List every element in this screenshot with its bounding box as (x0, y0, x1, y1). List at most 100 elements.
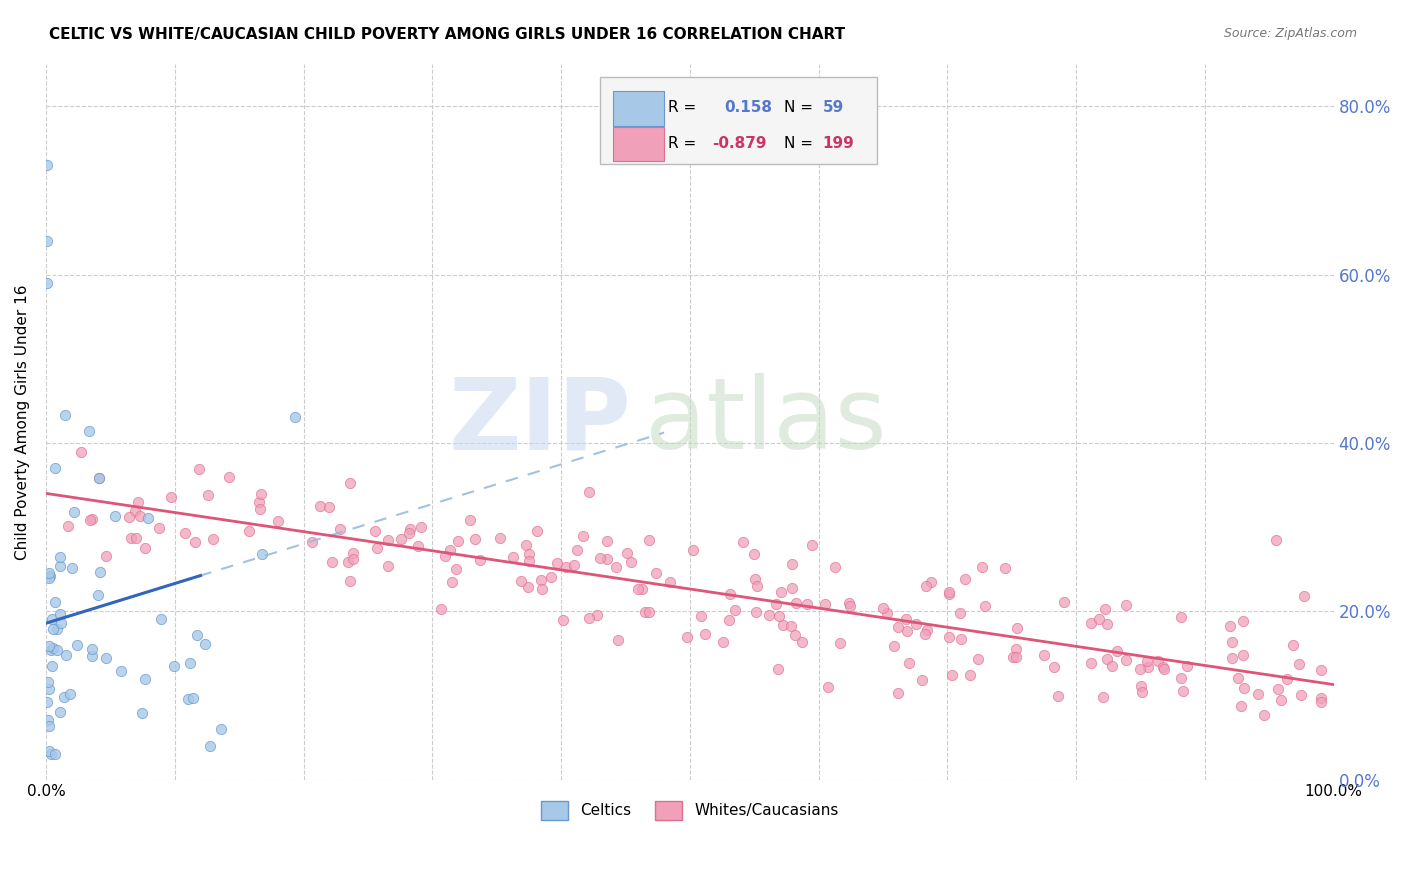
Point (510, 574, 533, 588)
Point (266, 515, 288, 529)
Point (785, 596, 807, 610)
Point (118, 510, 141, 524)
Point (915, 578, 938, 592)
Point (38, 719, 60, 733)
Point (399, 522, 422, 536)
Point (1136, 655, 1159, 669)
Point (1171, 684, 1194, 698)
Point (1080, 656, 1102, 670)
Point (37, 695, 59, 709)
Point (389, 533, 412, 547)
Point (1053, 595, 1076, 609)
Point (124, 504, 146, 518)
Point (321, 554, 343, 568)
Point (675, 630, 697, 644)
Point (637, 605, 659, 619)
Point (620, 555, 643, 569)
Point (1270, 693, 1292, 707)
Point (59, 687, 82, 701)
Point (470, 553, 492, 567)
Point (949, 632, 972, 646)
Point (37, 158, 59, 172)
Point (44, 747, 66, 762)
Point (745, 579, 768, 593)
Point (941, 667, 963, 681)
Point (562, 558, 585, 572)
Point (967, 652, 990, 666)
Point (768, 608, 790, 623)
Point (131, 706, 153, 720)
Point (1282, 638, 1305, 652)
Text: -0.879: -0.879 (711, 136, 766, 151)
Text: N =: N = (783, 100, 813, 115)
Point (406, 539, 429, 553)
Point (517, 554, 540, 568)
Point (689, 608, 711, 623)
Point (464, 533, 486, 547)
Point (790, 634, 813, 648)
Point (1129, 662, 1152, 676)
Point (49, 559, 72, 574)
Point (766, 662, 789, 676)
Text: 199: 199 (823, 136, 855, 151)
Point (38, 571, 60, 585)
Point (905, 616, 928, 631)
Point (1095, 651, 1118, 665)
Point (731, 535, 754, 549)
Point (1101, 658, 1123, 673)
Point (911, 673, 934, 688)
Point (128, 508, 150, 523)
Point (37, 675, 59, 690)
Point (79, 513, 101, 527)
Point (596, 551, 619, 566)
Point (411, 519, 433, 533)
Point (553, 613, 575, 627)
Point (530, 582, 553, 597)
Point (37, 234, 59, 248)
Point (160, 490, 183, 504)
Point (1309, 695, 1331, 709)
Point (183, 690, 205, 705)
Point (1107, 644, 1129, 658)
Point (329, 522, 352, 536)
Point (1047, 690, 1070, 704)
Point (633, 605, 655, 619)
Point (38, 744, 60, 758)
Point (173, 525, 195, 540)
Point (1080, 616, 1102, 631)
Point (136, 511, 159, 525)
Point (796, 597, 818, 611)
Point (366, 541, 388, 555)
Point (1097, 616, 1119, 631)
Point (1088, 612, 1111, 626)
Point (1220, 634, 1243, 648)
Point (284, 410, 307, 425)
Point (1130, 685, 1153, 699)
Point (887, 620, 910, 634)
Point (186, 628, 208, 642)
Point (187, 462, 209, 476)
Point (80, 641, 103, 656)
Point (1264, 533, 1286, 547)
Point (38, 681, 60, 696)
Point (339, 574, 361, 588)
Point (60, 560, 83, 574)
Point (82, 649, 104, 664)
Point (1233, 681, 1256, 695)
Point (1094, 601, 1116, 615)
FancyBboxPatch shape (600, 77, 876, 164)
Point (1288, 657, 1310, 671)
Text: ZIP: ZIP (449, 374, 631, 470)
Point (546, 557, 568, 571)
Point (897, 656, 920, 670)
Point (830, 636, 852, 650)
Point (163, 659, 186, 673)
Point (606, 632, 628, 647)
FancyBboxPatch shape (613, 127, 664, 161)
Point (1309, 690, 1331, 705)
Point (398, 526, 420, 541)
Point (578, 611, 600, 625)
Point (596, 533, 619, 548)
Point (434, 549, 457, 563)
Point (39, 643, 62, 657)
